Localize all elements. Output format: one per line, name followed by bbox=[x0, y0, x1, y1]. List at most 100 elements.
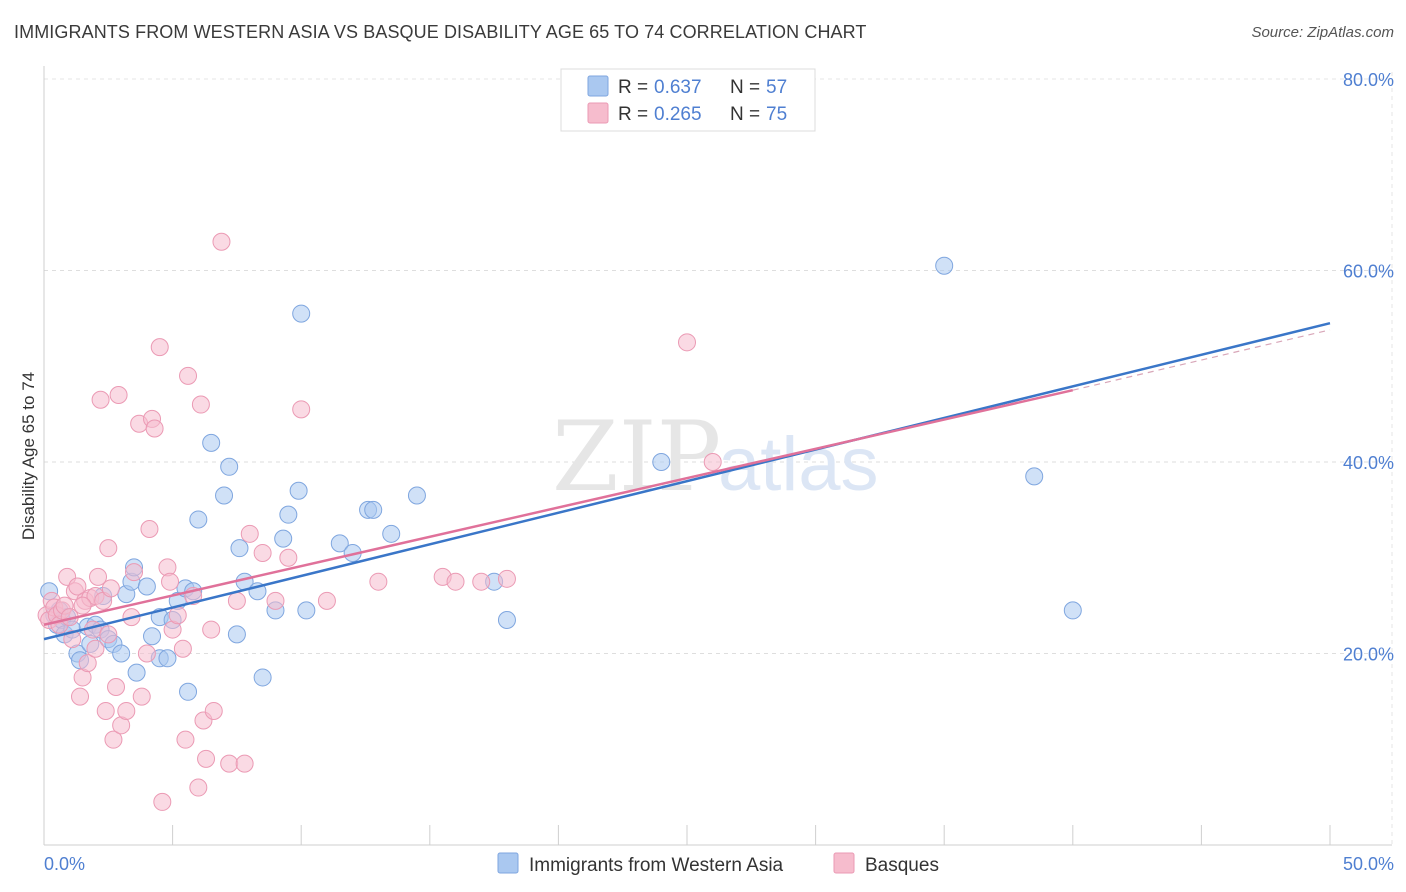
series-1 bbox=[37, 232, 722, 811]
basques-point-10 bbox=[63, 630, 82, 649]
basques-point-21 bbox=[91, 390, 110, 409]
legend-swatch-basques bbox=[587, 102, 609, 124]
gridlines bbox=[44, 72, 1393, 845]
western-asia-point-37 bbox=[230, 539, 249, 558]
y-tick-label-0: 20.0% bbox=[1343, 645, 1394, 665]
y-tick-label-3: 80.0% bbox=[1343, 70, 1394, 90]
basques-point-29 bbox=[109, 385, 128, 404]
basques-point-47 bbox=[176, 730, 195, 749]
legend-n-label-western-asia: N = bbox=[730, 77, 760, 98]
basques-point-55 bbox=[204, 701, 223, 720]
y-axis-label: Disability Age 65 to 74 bbox=[19, 372, 38, 540]
western-asia-point-33 bbox=[202, 433, 221, 452]
western-asia-point-57 bbox=[1025, 467, 1044, 486]
western-asia-point-35 bbox=[220, 457, 239, 476]
basques-point-74 bbox=[86, 639, 105, 658]
basques-point-65 bbox=[317, 591, 336, 610]
basques-point-25 bbox=[99, 539, 118, 558]
basques-point-24 bbox=[99, 625, 118, 644]
chart-title: IMMIGRANTS FROM WESTERN ASIA VS BASQUE D… bbox=[14, 22, 867, 42]
basques-point-73 bbox=[73, 596, 92, 615]
legend-n-value-western-asia: 57 bbox=[766, 77, 787, 98]
legend-swatch-western-asia bbox=[587, 75, 609, 97]
watermark-zip: ZIP bbox=[552, 401, 721, 513]
western-asia-point-56 bbox=[935, 256, 954, 275]
basques-point-56 bbox=[212, 232, 231, 251]
western-asia-point-50 bbox=[364, 500, 383, 519]
basques-point-45 bbox=[168, 606, 187, 625]
source-credit: Source: ZipAtlas.com bbox=[1251, 24, 1394, 41]
basques-point-39 bbox=[145, 419, 164, 438]
bottom-legend-label-western-asia: Immigrants from Western Asia bbox=[529, 855, 784, 876]
western-asia-point-22 bbox=[137, 577, 156, 596]
western-asia-point-54 bbox=[497, 610, 516, 629]
basques-point-50 bbox=[189, 778, 208, 797]
basques-point-16 bbox=[78, 654, 97, 673]
western-asia-point-42 bbox=[274, 529, 293, 548]
western-asia-point-51 bbox=[382, 524, 401, 543]
basques-point-40 bbox=[150, 338, 169, 357]
western-asia-point-40 bbox=[253, 668, 272, 687]
basques-point-36 bbox=[137, 644, 156, 663]
basques-point-69 bbox=[472, 572, 491, 591]
basques-point-64 bbox=[292, 400, 311, 419]
western-asia-point-44 bbox=[289, 481, 308, 500]
basques-point-57 bbox=[220, 754, 239, 773]
western-asia-point-58 bbox=[1063, 601, 1082, 620]
basques-point-46 bbox=[173, 639, 192, 658]
basques-point-35 bbox=[132, 687, 151, 706]
western-asia-point-34 bbox=[215, 486, 234, 505]
basques-point-60 bbox=[240, 524, 259, 543]
basques-point-66 bbox=[369, 572, 388, 591]
basques-point-53 bbox=[197, 749, 216, 768]
western-asia-point-45 bbox=[292, 304, 311, 323]
basques-point-41 bbox=[153, 792, 172, 811]
western-asia-point-36 bbox=[227, 625, 246, 644]
basques-point-58 bbox=[227, 591, 246, 610]
basques-point-23 bbox=[96, 701, 115, 720]
basques-point-62 bbox=[266, 591, 285, 610]
basques-point-20 bbox=[89, 567, 108, 586]
bottom-legend-swatch-basques bbox=[833, 852, 855, 874]
legend: R = 0.637 N = 57 R = 0.265 N = 75 bbox=[560, 68, 816, 132]
western-asia-point-21 bbox=[127, 663, 146, 682]
basques-point-27 bbox=[104, 730, 123, 749]
western-asia-point-47 bbox=[330, 534, 349, 553]
basques-point-70 bbox=[497, 569, 516, 588]
basques-point-59 bbox=[235, 754, 254, 773]
legend-n-value-basques: 75 bbox=[766, 104, 787, 125]
basques-point-71 bbox=[678, 333, 696, 352]
basques-point-13 bbox=[71, 687, 90, 706]
western-asia-point-17 bbox=[112, 644, 131, 663]
western-asia-point-55 bbox=[652, 453, 671, 471]
x-tick-label-0: 0.0% bbox=[44, 854, 85, 874]
basques-point-48 bbox=[179, 366, 198, 385]
basques-trend-line bbox=[43, 388, 1074, 626]
western-asia-trend-line bbox=[43, 321, 1331, 641]
basques-point-63 bbox=[279, 548, 298, 567]
western-asia-point-32 bbox=[189, 510, 208, 529]
western-asia-point-43 bbox=[279, 505, 298, 524]
trend-lines bbox=[43, 321, 1331, 641]
basques-point-72 bbox=[703, 453, 722, 471]
axes bbox=[43, 66, 1392, 846]
legend-r-label-western-asia: R = bbox=[618, 77, 648, 98]
basques-point-61 bbox=[253, 543, 272, 562]
basques-point-54 bbox=[202, 620, 221, 639]
x-tick-label-1: 50.0% bbox=[1343, 854, 1394, 874]
western-asia-point-52 bbox=[407, 486, 426, 505]
western-asia-point-46 bbox=[297, 601, 316, 620]
legend-r-value-western-asia: 0.637 bbox=[654, 77, 702, 98]
basques-point-28 bbox=[107, 678, 126, 697]
bottom-legend: Immigrants from Western Asia Basques bbox=[497, 852, 939, 876]
western-asia-point-26 bbox=[158, 649, 177, 668]
data-points bbox=[37, 232, 1082, 811]
basques-point-31 bbox=[117, 701, 136, 720]
y-tick-label-1: 40.0% bbox=[1343, 453, 1394, 473]
basques-point-37 bbox=[140, 520, 159, 539]
western-asia-point-30 bbox=[179, 682, 198, 701]
y-tick-label-2: 60.0% bbox=[1343, 262, 1394, 282]
basques-trend-extension bbox=[1072, 329, 1331, 391]
basques-point-12 bbox=[68, 577, 87, 596]
